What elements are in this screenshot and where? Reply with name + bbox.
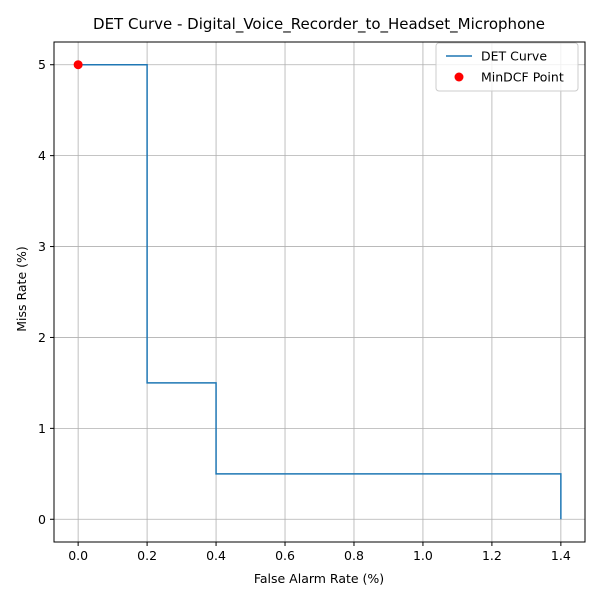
x-axis-label: False Alarm Rate (%) <box>254 571 384 586</box>
mindcf-point <box>73 60 83 70</box>
plot-series <box>73 60 562 520</box>
y-tick-label: 5 <box>38 57 46 72</box>
x-axis-ticks: 0.0 0.2 0.4 0.6 0.8 1.0 1.2 1.4 <box>68 542 571 563</box>
y-axis-label: Miss Rate (%) <box>14 246 29 332</box>
legend-box <box>435 42 579 92</box>
x-tick-label: 0.8 <box>344 548 364 563</box>
legend-marker-swatch <box>454 72 464 82</box>
x-tick-label: 0.6 <box>275 548 295 563</box>
plot-frame <box>53 41 586 543</box>
chart-title: DET Curve - Digital_Voice_Recorder_to_He… <box>93 15 545 34</box>
x-tick-label: 0.0 <box>68 548 88 563</box>
legend: DET Curve MinDCF Point <box>435 42 579 92</box>
x-tick-label: 0.2 <box>137 548 157 563</box>
y-tick-label: 3 <box>38 239 46 254</box>
det-curve-line <box>78 63 562 520</box>
x-tick-label: 1.4 <box>551 548 571 563</box>
grid-lines <box>54 42 585 542</box>
y-tick-label: 2 <box>38 330 46 345</box>
x-tick-label: 0.4 <box>206 548 226 563</box>
legend-entry-mindcf-point: MinDCF Point <box>481 70 564 85</box>
x-tick-label: 1.2 <box>482 548 502 563</box>
y-tick-label: 1 <box>38 421 46 436</box>
y-tick-label: 0 <box>38 512 46 527</box>
legend-entry-det-curve: DET Curve <box>481 49 547 64</box>
y-tick-label: 4 <box>38 148 46 163</box>
x-tick-label: 1.0 <box>413 548 433 563</box>
y-axis-ticks: 0 1 2 3 4 5 <box>38 57 54 527</box>
